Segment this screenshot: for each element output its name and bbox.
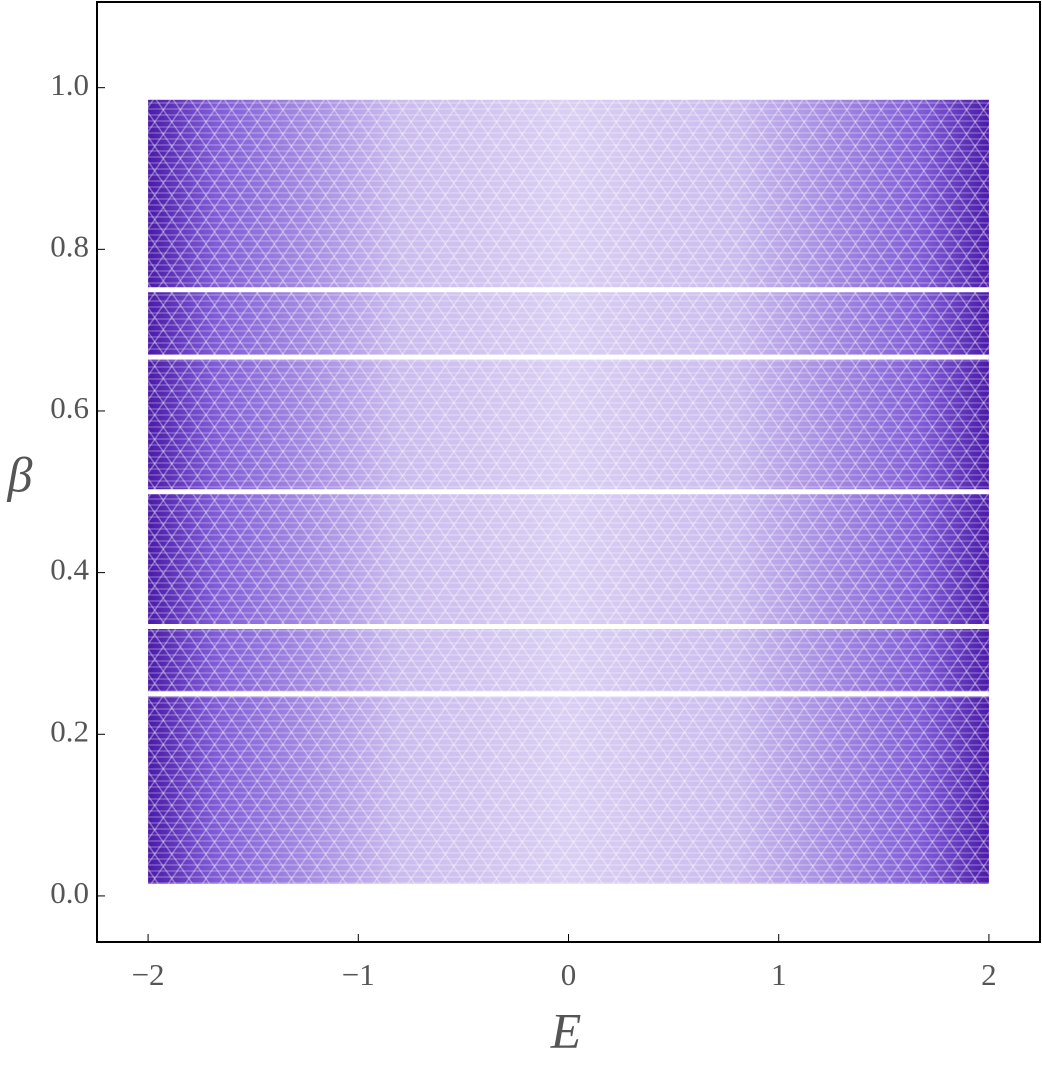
- y-tick-label: 1.0: [50, 67, 89, 102]
- y-tick-label: 0.2: [50, 713, 89, 748]
- x-tick-label: 0: [561, 957, 577, 992]
- y-tick-label: 0.6: [50, 390, 89, 425]
- x-tick-label: 2: [981, 957, 997, 992]
- y-tick-label: 0.0: [50, 875, 89, 910]
- x-tick-label: 1: [771, 957, 787, 992]
- y-tick-label: 0.8: [50, 228, 89, 263]
- y-tick-label: 0.4: [50, 552, 89, 587]
- x-tick-label: −2: [132, 957, 165, 992]
- x-tick-label: −1: [342, 957, 375, 992]
- y-axis-label: β: [7, 446, 33, 502]
- x-axis-label: E: [550, 1002, 582, 1058]
